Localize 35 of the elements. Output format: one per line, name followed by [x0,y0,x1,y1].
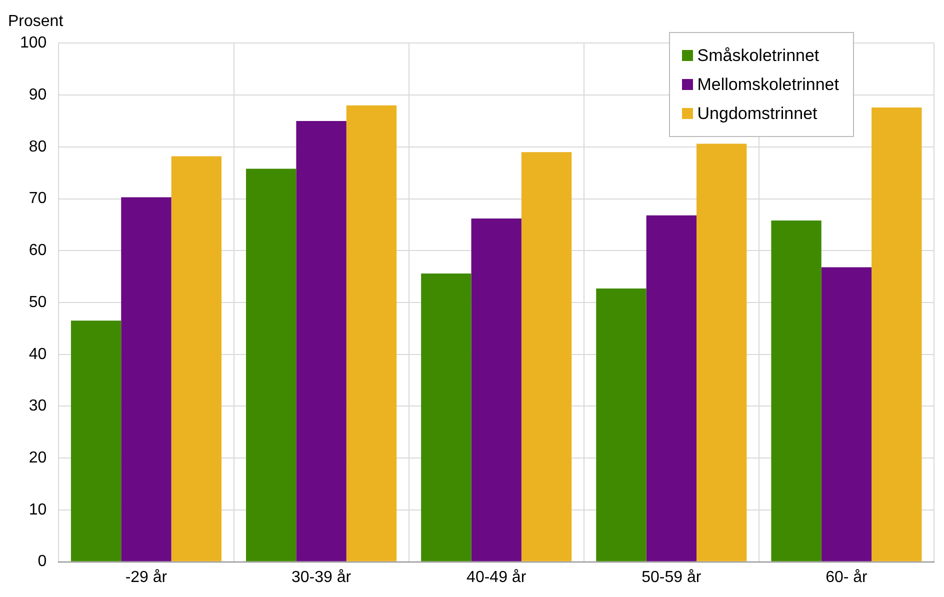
legend-label: Småskoletrinnet [697,45,820,67]
bar [121,197,172,562]
y-tick-label: 0 [38,553,47,570]
bar [171,156,222,562]
bar [596,288,646,562]
bar [821,267,872,562]
y-tick-label: 70 [28,190,47,208]
y-tick-label: 60 [28,242,47,260]
x-tick-label: 50-59 år [642,568,702,586]
y-tick-label: 90 [28,86,47,104]
y-tick-label: 20 [28,449,47,466]
x-tick-label: 60- år [826,568,868,586]
bar [771,220,822,562]
y-tick-label: 40 [28,346,47,363]
bar [646,215,696,562]
bar [521,152,572,562]
x-tick-label: 40-49 år [466,568,527,586]
bar [296,120,346,562]
y-tick-label: 10 [28,501,47,518]
y-tick-label: 80 [28,138,47,156]
y-tick-label: 30 [28,398,47,415]
bar [471,218,522,562]
bar [70,320,122,562]
bar [246,168,296,562]
bar [696,144,747,562]
y-tick-label: 50 [28,294,47,311]
x-tick-label: -29 år [125,568,168,586]
y-tick-label: 100 [20,34,47,52]
bar [346,105,397,562]
bar [421,273,472,562]
y-axis-title: Prosent [8,13,64,30]
x-tick-label: 30-39 år [291,568,352,586]
legend-label: Ungdomstrinnet [697,103,818,125]
legend-label: Mellomskoletrinnet [697,74,839,96]
bar [872,108,922,562]
